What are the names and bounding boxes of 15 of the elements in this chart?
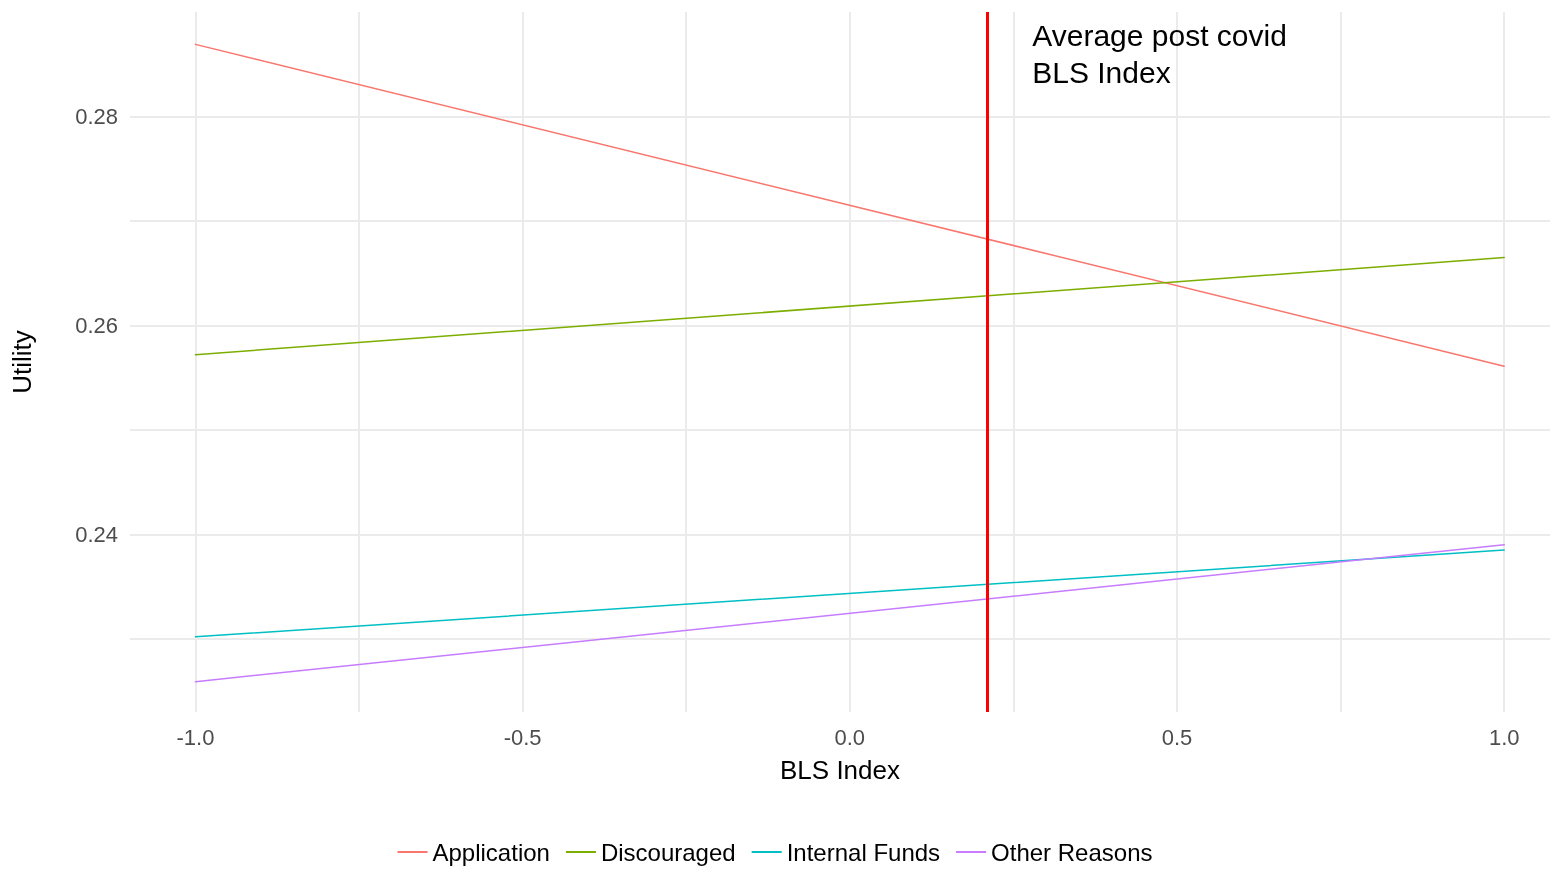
y-tick-label: 0.26	[75, 312, 118, 338]
ref-line-label: Average post covid BLS Index	[1032, 19, 1287, 89]
legend-label: Application	[432, 838, 550, 866]
x-tick-label: 0.5	[1161, 724, 1193, 750]
x-tick-label: -0.5	[503, 724, 542, 750]
x-tick-label: 1.0	[1488, 724, 1520, 750]
legend-label: Other Reasons	[991, 838, 1153, 866]
legend-label: Discouraged	[600, 838, 736, 866]
x-axis-title: BLS Index	[780, 755, 900, 785]
x-tick-label: -1.0	[176, 724, 215, 750]
y-tick-label: 0.24	[75, 521, 118, 547]
legend-label: Internal Funds	[786, 838, 941, 866]
x-tick-label: 0.0	[834, 724, 866, 750]
y-axis-title: Utility	[7, 330, 37, 394]
y-tick-label: 0.28	[75, 103, 118, 129]
